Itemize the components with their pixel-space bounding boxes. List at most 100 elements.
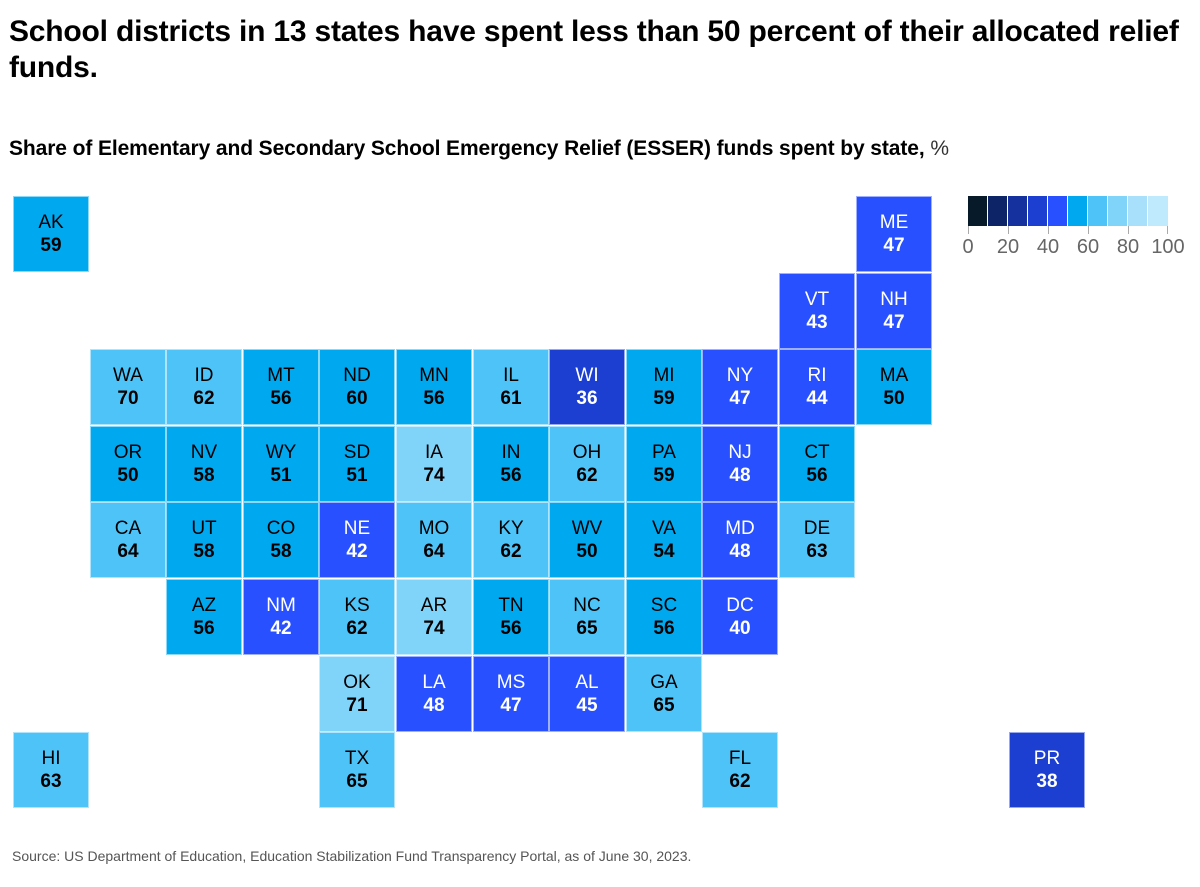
state-abbr: AZ [191, 595, 217, 616]
state-value: 59 [40, 235, 62, 256]
state-value: 38 [1036, 771, 1058, 792]
legend-swatch [988, 196, 1008, 226]
state-tile-me: ME 47 [856, 196, 932, 272]
state-tile-az: AZ 56 [166, 579, 242, 655]
state-tile-la: LA 48 [396, 656, 472, 732]
state-abbr: MN [419, 365, 449, 386]
state-abbr: NM [266, 595, 296, 616]
state-value: 61 [500, 388, 522, 409]
legend-tick [1008, 226, 1009, 234]
legend-tick-label: 40 [1036, 236, 1060, 258]
state-tile-mi: MI 59 [626, 349, 702, 425]
legend-swatch [1088, 196, 1108, 226]
state-abbr: PA [652, 442, 676, 463]
state-tile-ok: OK 71 [319, 656, 395, 732]
state-value: 62 [193, 388, 215, 409]
state-tile-mt: MT 56 [243, 349, 319, 425]
state-abbr: DE [803, 518, 831, 539]
state-value: 48 [729, 465, 751, 486]
state-abbr: MT [267, 365, 295, 386]
state-value: 56 [653, 618, 675, 639]
state-tile-ak: AK 59 [13, 196, 89, 272]
state-tile-ut: UT 58 [166, 502, 242, 578]
legend-tick-label: 0 [962, 236, 974, 258]
state-tile-nd: ND 60 [319, 349, 395, 425]
state-abbr: MO [418, 518, 450, 539]
legend-swatch [1108, 196, 1128, 226]
state-abbr: AR [420, 595, 448, 616]
state-value: 51 [346, 465, 368, 486]
legend-swatch [1128, 196, 1148, 226]
state-tile-nm: NM 42 [243, 579, 319, 655]
state-value: 56 [500, 465, 522, 486]
state-value: 56 [806, 465, 828, 486]
legend-tick-label: 60 [1076, 236, 1100, 258]
state-abbr: CT [804, 442, 830, 463]
state-tile-il: IL 61 [473, 349, 549, 425]
chart-title: School districts in 13 states have spent… [9, 15, 1179, 84]
state-abbr: OR [113, 442, 143, 463]
state-tile-nj: NJ 48 [702, 426, 778, 502]
state-abbr: ME [879, 212, 909, 233]
state-value: 47 [729, 388, 751, 409]
state-abbr: RI [807, 365, 827, 386]
state-value: 60 [346, 388, 368, 409]
state-abbr: NH [880, 289, 908, 310]
state-tile-ne: NE 42 [319, 502, 395, 578]
state-value: 36 [576, 388, 598, 409]
state-value: 40 [729, 618, 751, 639]
state-tile-ks: KS 62 [319, 579, 395, 655]
state-value: 58 [270, 541, 292, 562]
legend-swatch [1008, 196, 1028, 226]
legend-color-bar [968, 196, 1198, 226]
state-abbr: KS [344, 595, 370, 616]
state-abbr: MS [496, 672, 526, 693]
state-tile-pa: PA 59 [626, 426, 702, 502]
legend-tick [1128, 226, 1129, 234]
state-value: 64 [423, 541, 445, 562]
state-value: 58 [193, 465, 215, 486]
state-tile-wv: WV 50 [549, 502, 625, 578]
state-abbr: GA [650, 672, 678, 693]
legend-tick-label: 100 [1151, 236, 1185, 258]
state-value: 59 [653, 388, 675, 409]
state-tile-mo: MO 64 [396, 502, 472, 578]
state-tile-co: CO 58 [243, 502, 319, 578]
state-abbr: OK [343, 672, 371, 693]
state-value: 50 [117, 465, 139, 486]
source-note: Source: US Department of Education, Educ… [12, 848, 692, 864]
legend-tick [1048, 226, 1049, 234]
state-tile-mn: MN 56 [396, 349, 472, 425]
state-tile-ga: GA 65 [626, 656, 702, 732]
state-tile-wy: WY 51 [243, 426, 319, 502]
state-abbr: WA [113, 365, 143, 386]
state-abbr: MD [725, 518, 755, 539]
state-tile-al: AL 45 [549, 656, 625, 732]
state-abbr: ND [343, 365, 371, 386]
legend-tick [1088, 226, 1089, 234]
state-value: 58 [193, 541, 215, 562]
state-abbr: CO [266, 518, 296, 539]
state-abbr: NC [573, 595, 601, 616]
legend-swatch [1068, 196, 1088, 226]
state-abbr: VA [652, 518, 676, 539]
state-value: 54 [653, 541, 675, 562]
state-value: 48 [423, 695, 445, 716]
state-value: 56 [270, 388, 292, 409]
state-tile-hi: HI 63 [13, 732, 89, 808]
state-tile-nh: NH 47 [856, 273, 932, 349]
legend-swatch [1028, 196, 1048, 226]
state-abbr: UT [191, 518, 217, 539]
state-tile-in: IN 56 [473, 426, 549, 502]
state-value: 48 [729, 541, 751, 562]
color-legend: 0 20 40 60 80 100 [962, 196, 1198, 260]
state-abbr: WY [265, 442, 297, 463]
state-tile-sc: SC 56 [626, 579, 702, 655]
legend-swatch [968, 196, 988, 226]
chart-subtitle: Share of Elementary and Secondary School… [9, 135, 949, 163]
state-tile-va: VA 54 [626, 502, 702, 578]
state-tile-tx: TX 65 [319, 732, 395, 808]
legend-tick-label: 80 [1116, 236, 1140, 258]
state-tile-md: MD 48 [702, 502, 778, 578]
state-value: 42 [270, 618, 292, 639]
